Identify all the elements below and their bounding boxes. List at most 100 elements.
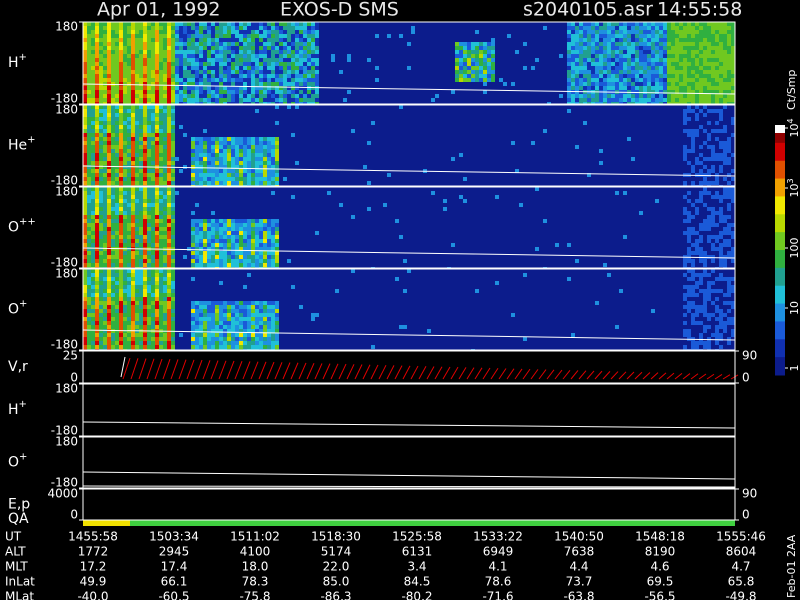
spectrogram-cell: [611, 62, 615, 66]
spectrogram-cell: [99, 34, 103, 38]
spectrogram-cell: [351, 58, 355, 62]
spectrogram-cell: [639, 82, 643, 86]
spectrogram-cell: [123, 46, 127, 50]
spectrogram-cell: [251, 70, 255, 74]
spectrogram-cell: [415, 22, 419, 26]
spectrogram-cell: [247, 161, 251, 165]
spectrogram-cell: [355, 157, 359, 161]
spectrogram-cell: [539, 66, 543, 70]
spectrogram-cell: [211, 149, 215, 153]
spectrogram-cell: [107, 78, 111, 82]
spectrogram-cell: [363, 26, 367, 30]
spectrogram-cell: [703, 82, 707, 86]
spectrogram-cell: [267, 70, 271, 74]
spectrogram-cell: [459, 46, 463, 50]
spectrogram-cell: [147, 105, 151, 109]
spectrogram-cell: [171, 153, 175, 157]
spectrogram-cell: [331, 58, 335, 62]
spectrogram-cell: [519, 62, 523, 66]
spectrogram-cell: [95, 153, 99, 157]
spectrogram-cell: [183, 173, 187, 177]
spectrogram-cell: [423, 102, 427, 104]
spectrogram-cell: [463, 58, 467, 62]
spectrogram-cell: [531, 98, 535, 102]
spectrogram-cell: [539, 62, 543, 66]
spectrogram-cell: [651, 102, 655, 104]
spectrogram-cell: [263, 113, 267, 117]
spectrogram-cell: [635, 94, 639, 98]
spectrogram-cell: [355, 82, 359, 86]
spectrogram-cell: [391, 78, 395, 82]
spectrogram-cell: [147, 82, 151, 86]
spectrogram-cell: [111, 98, 115, 102]
spectrogram-cell: [311, 82, 315, 86]
spectrogram-cell: [619, 38, 623, 42]
spectrogram-cell: [347, 46, 351, 50]
spectrogram-cell: [315, 42, 319, 46]
spectrogram-cell: [347, 105, 351, 109]
spectrogram-cell: [659, 54, 663, 58]
spectrogram-cell: [359, 137, 363, 141]
spectrogram-cell: [495, 66, 499, 70]
spectrogram-cell: [575, 102, 579, 104]
spectrogram-cell: [343, 30, 347, 34]
spectrogram-cell: [283, 109, 287, 113]
spectrogram-cell: [595, 70, 599, 74]
spectrogram-cell: [211, 74, 215, 78]
spectrogram-cell: [375, 54, 379, 58]
spectrogram-cell: [227, 129, 231, 133]
spectrogram-cell: [575, 66, 579, 70]
spectrogram-cell: [567, 102, 571, 104]
spectrogram-cell: [307, 22, 311, 26]
spectrogram-cell: [475, 62, 479, 66]
spectrogram-cell: [239, 42, 243, 46]
spectrogram-cell: [379, 58, 383, 62]
spectrogram-cell: [483, 26, 487, 30]
spectrogram-cell: [131, 50, 135, 54]
spectrogram-cell: [447, 78, 451, 82]
spectrogram-cell: [359, 34, 363, 38]
spectrogram-cell: [507, 38, 511, 42]
spectrogram-cell: [103, 86, 107, 90]
spectrogram-cell: [347, 133, 351, 137]
spectrogram-cell: [207, 26, 211, 30]
spectrogram-cell: [387, 94, 391, 98]
spectrogram-cell: [363, 62, 367, 66]
spectrogram-cell: [103, 105, 107, 109]
spectrogram-cell: [347, 109, 351, 113]
spectrogram-cell: [591, 42, 595, 46]
spectrogram-cell: [279, 113, 283, 117]
spectrogram-cell: [155, 173, 159, 177]
spectrogram-cell: [223, 66, 227, 70]
spectrogram-cell: [647, 54, 651, 58]
spectrogram-cell: [627, 42, 631, 46]
spectrogram-cell: [539, 50, 543, 54]
spectrogram-cell: [431, 58, 435, 62]
spectrogram-cell: [363, 137, 367, 141]
spectrogram-cell: [703, 74, 707, 78]
spectrogram-cell: [599, 66, 603, 70]
spectrogram-cell: [643, 54, 647, 58]
spectrogram-cell: [415, 90, 419, 94]
spectrogram-cell: [551, 62, 555, 66]
spectrogram-cell: [243, 169, 247, 173]
spectrogram-cell: [83, 157, 87, 161]
spectrogram-cell: [183, 22, 187, 26]
spectrogram-cell: [559, 50, 563, 54]
spectrogram-cell: [251, 46, 255, 50]
spectrogram-cell: [531, 62, 535, 66]
spectrogram-cell: [443, 86, 447, 90]
spectrogram-cell: [291, 153, 295, 157]
spectrogram-cell: [363, 94, 367, 98]
spectrogram-cell: [175, 74, 179, 78]
spectrogram-cell: [303, 74, 307, 78]
spectrogram-cell: [351, 38, 355, 42]
spectrogram-cell: [131, 90, 135, 94]
spectrogram-cell: [535, 82, 539, 86]
spectrogram-cell: [331, 22, 335, 26]
spectrogram-cell: [299, 58, 303, 62]
spectrogram-cell: [171, 26, 175, 30]
spectrogram-cell: [467, 74, 471, 78]
spectrogram-cell: [83, 30, 87, 34]
spectrogram-cell: [343, 129, 347, 133]
